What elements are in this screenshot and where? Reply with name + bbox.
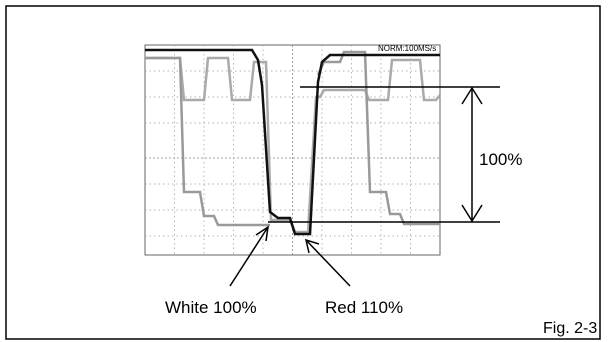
- annotation-white: White 100%: [165, 298, 257, 317]
- figure-label: Fig. 2-3: [543, 320, 597, 337]
- scale-label: 100%: [479, 150, 522, 169]
- scope-status: NORM:100MS/s: [378, 44, 436, 53]
- figure: NORM:100MS/s 100% White 100% Red 110% Fi…: [0, 0, 608, 342]
- scope-screen: NORM:100MS/s: [145, 44, 440, 255]
- annotation-red: Red 110%: [325, 298, 403, 317]
